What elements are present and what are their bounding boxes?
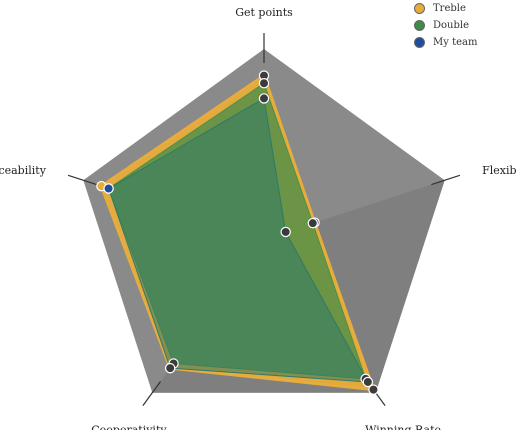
axis-line-replaceability <box>67 174 97 186</box>
legend-item-double[interactable]: Double <box>414 17 514 34</box>
point-my-team-replaceability[interactable] <box>103 183 114 194</box>
point-my-team-cooperativity[interactable] <box>164 362 176 374</box>
axis-labels: Get points Flexibility Winning Rate Coopera… <box>0 6 516 430</box>
radar-markers <box>96 70 379 395</box>
point-my-team-get-points[interactable] <box>258 93 270 104</box>
legend-marker-treble <box>414 3 425 14</box>
point-my-team-winning-rate[interactable] <box>362 376 374 388</box>
point-double-get-points[interactable] <box>258 77 270 89</box>
point-my-team-flexibility[interactable] <box>280 226 291 238</box>
legend: Treble Double My team <box>414 0 514 51</box>
point-treble-winning-rate[interactable] <box>368 384 379 395</box>
axis-label-flexibility: Flexibility <box>482 164 516 177</box>
legend-label-double: Double <box>433 20 469 31</box>
legend-label-my-team: My team <box>433 37 478 48</box>
axis-label-winning-rate: Winning Rate <box>365 423 441 430</box>
axis-line-flexibility <box>431 174 461 186</box>
legend-item-treble[interactable]: Treble <box>414 0 514 17</box>
point-double-flexibility[interactable] <box>307 217 318 229</box>
axis-label-replaceability: Replaceability <box>0 164 47 177</box>
legend-marker-double <box>414 20 425 31</box>
legend-item-my-team[interactable]: My team <box>414 34 514 51</box>
axis-line-cooperativity <box>142 381 162 407</box>
axis-label-get-points: Get points <box>235 6 293 19</box>
series-area-my-team <box>108 97 369 383</box>
legend-marker-my-team <box>414 37 425 48</box>
radar-series <box>99 74 375 392</box>
axis-label-cooperativity: Cooperativity <box>91 423 167 430</box>
legend-label-treble: Treble <box>433 3 466 14</box>
